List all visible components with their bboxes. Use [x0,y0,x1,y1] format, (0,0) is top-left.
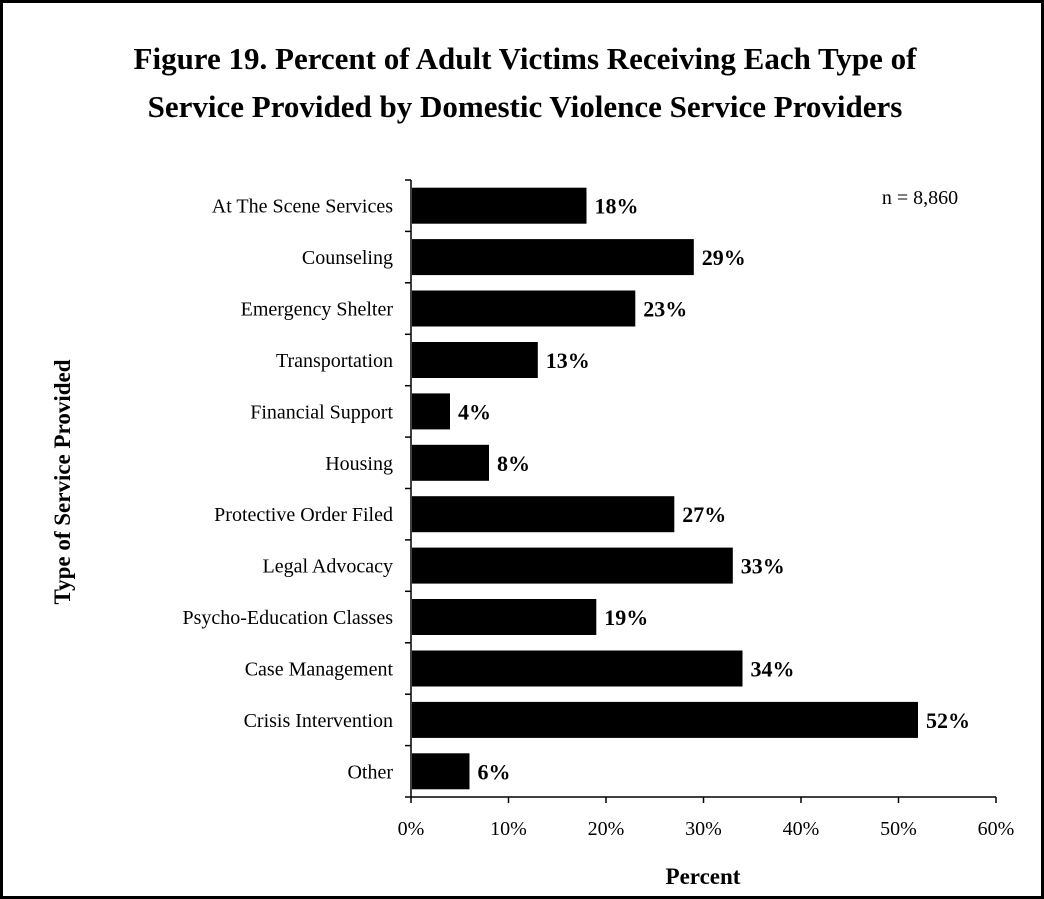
category-label: Counseling [302,247,393,269]
category-label: Emergency Shelter [241,299,394,321]
data-label: 29% [702,245,746,270]
data-label: 23% [643,297,687,322]
chart-title-line-2: Service Provided by Domestic Violence Se… [147,89,903,124]
category-label: Transportation [276,350,393,372]
x-axis-title: Percent [666,864,741,889]
bar [412,342,538,378]
bar [412,444,489,481]
x-tick-label: 40% [783,818,820,840]
bar [412,496,675,533]
data-label: 33% [741,554,785,579]
data-label: 18% [595,194,639,219]
category-label: Protective Order Filed [214,504,393,526]
category-label: Legal Advocacy [263,556,394,578]
category-label: Financial Support [250,401,393,423]
bar [412,239,694,276]
category-label: Other [347,761,393,783]
bar [412,650,743,687]
data-label: 13% [546,348,590,373]
axes-group: 0% 10% 20% 30% 40% 50% 60% [398,179,1015,840]
bar [412,547,733,584]
category-label: Psycho-Education Classes [182,607,393,629]
category-label: At The Scene Services [212,196,393,218]
x-tick-label: 10% [490,818,527,840]
data-label: 4% [458,399,491,424]
data-label: 34% [751,657,795,682]
data-label: 8% [497,451,530,476]
x-tick-label: 0% [398,818,425,840]
chart-title: Figure 19. Percent of Adult Victims Rece… [3,35,1044,131]
bar [412,701,918,738]
data-label: 19% [604,605,648,630]
category-label: Housing [325,453,393,475]
sample-size-note: n = 8,860 [882,187,958,209]
category-label: Case Management [245,659,394,681]
x-tick-label: 30% [685,818,722,840]
bar [412,187,587,224]
x-tick-label: 20% [588,818,625,840]
data-label: 52% [926,708,970,733]
bars-group: At The Scene Services 18% Counseling 29% Eme… [182,187,970,790]
category-label: Crisis Intervention [244,710,393,732]
x-tick-label: 60% [978,818,1015,840]
bar [412,753,470,790]
bar [412,599,597,635]
data-label: 6% [478,759,511,784]
y-axis-title: Type of Service Provided [50,359,75,604]
x-tick-label: 50% [880,818,917,840]
data-label: 27% [682,502,726,527]
bar [412,393,450,430]
chart-title-line-1: Figure 19. Percent of Adult Victims Rece… [133,41,917,76]
bar [412,290,636,327]
